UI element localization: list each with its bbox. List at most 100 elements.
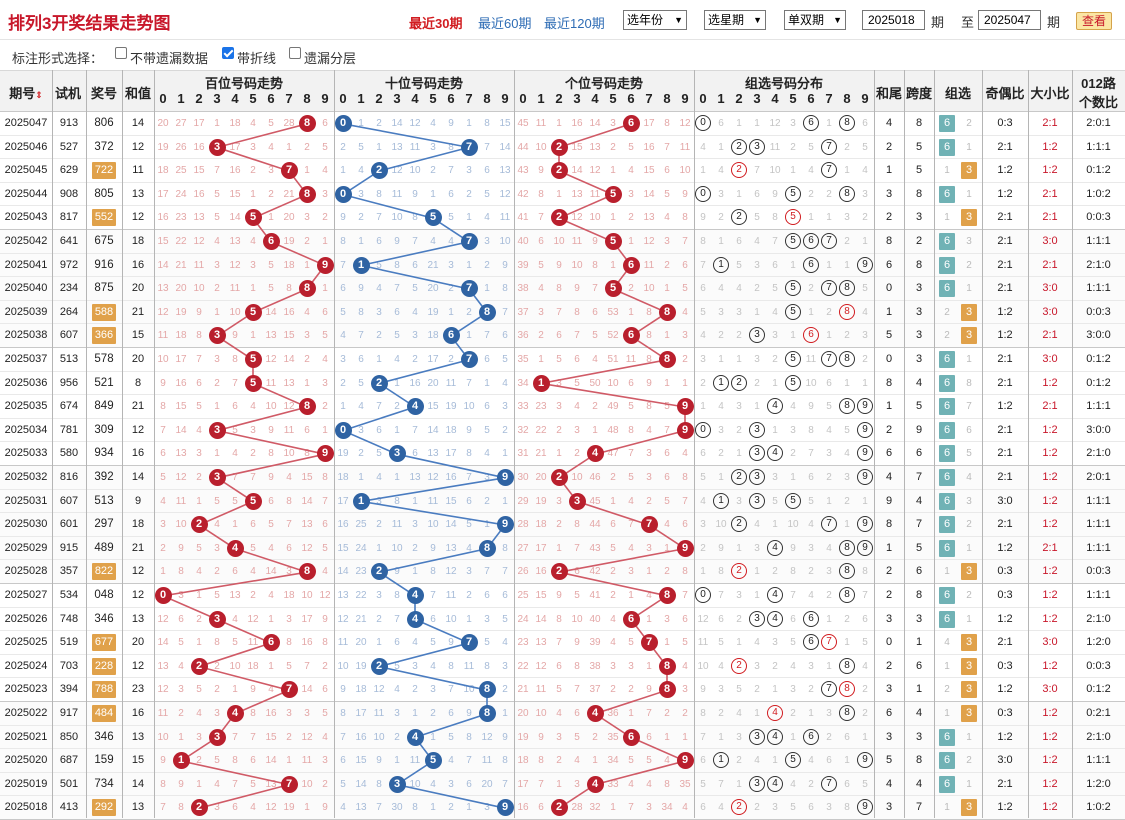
omission-value: 4 xyxy=(430,236,436,247)
winning-digit-ball: 4 xyxy=(406,610,424,628)
group3-mark: 5 xyxy=(966,448,972,460)
route-cell: 1:1:1 xyxy=(1086,400,1111,413)
omission-value: 1 xyxy=(736,637,742,649)
omission-value: 11 xyxy=(535,118,547,129)
group-digit-circle: 7 xyxy=(821,681,837,698)
checkbox-line[interactable] xyxy=(222,47,234,59)
winning-digit-ball: 4 xyxy=(226,539,244,557)
parity-select[interactable]: 单双期 ▼ xyxy=(784,10,846,30)
omission-value: 19 xyxy=(157,141,169,153)
col-issue[interactable]: 期号⇕ xyxy=(0,83,52,102)
issue-cell: 2025022 xyxy=(4,707,48,719)
omission-value: 5 xyxy=(214,755,220,767)
to-issue-input[interactable]: 2025047 xyxy=(978,10,1041,30)
sum-cell: 12 xyxy=(131,589,145,601)
omission-value: 6 xyxy=(466,495,472,507)
link-recent-60[interactable]: 最近60期 xyxy=(478,16,532,31)
winning-digit-ball: 5 xyxy=(424,209,442,227)
group-digit-circle: 2 xyxy=(731,209,747,226)
omission-value: 3 xyxy=(736,495,742,507)
omission-value: 9 xyxy=(340,684,346,696)
link-recent-120[interactable]: 最近120期 xyxy=(544,16,605,31)
group6-mark: 1 xyxy=(944,660,950,672)
winning-digit-ball: 8 xyxy=(478,539,496,557)
span-cell: 8 xyxy=(915,117,923,129)
group6-mark: 6 xyxy=(939,492,955,510)
omission-value: 3 xyxy=(736,401,742,413)
omission-value: 11 xyxy=(193,259,205,271)
tail-cell: 6 xyxy=(885,258,893,271)
checkbox-no-omission[interactable] xyxy=(115,47,127,59)
omission-value: 6 xyxy=(700,755,706,767)
header-digit: 6 xyxy=(807,91,815,106)
omission-value: 2 xyxy=(772,566,778,578)
sort-icon[interactable]: ⇕ xyxy=(35,90,43,100)
table-row: 2025044 908 805 13 17 24 16 5 15 1 2 21 8 3 0 3 8 11 9 1 6 2 5… xyxy=(0,182,1125,207)
omission-value: 2 xyxy=(214,660,220,672)
omission-value: 48 xyxy=(607,424,619,436)
column-divider xyxy=(52,70,53,818)
winning-digit-ball: 8 xyxy=(298,280,316,298)
year-select[interactable]: 选年份 ▼ xyxy=(623,10,687,30)
omission-value: 1 xyxy=(250,283,256,295)
sum-cell: 13 xyxy=(131,187,145,200)
omission-value: 2 xyxy=(808,566,814,578)
omission-value: 29 xyxy=(517,495,529,507)
omission-value: 24 xyxy=(517,613,529,625)
omission-value: 20 xyxy=(535,472,547,483)
header-digit: 7 xyxy=(825,91,833,106)
omission-value: 1 xyxy=(268,212,274,224)
omission-value: 1 xyxy=(700,401,706,413)
query-button[interactable]: 查看 xyxy=(1076,12,1112,30)
omission-value: 4 xyxy=(484,448,490,460)
route-cell: 0:1:2 xyxy=(1086,164,1111,177)
winning-digit-ball: 8 xyxy=(658,303,676,321)
big-small-cell: 2:1 xyxy=(1042,258,1058,271)
winning-digit-ball: 2 xyxy=(550,563,568,581)
span-cell: 8 xyxy=(915,187,923,200)
omission-value: 11 xyxy=(283,424,295,436)
trial-cell: 817 xyxy=(59,211,79,224)
span-cell: 6 xyxy=(915,659,923,672)
omission-value: 21 xyxy=(175,259,187,271)
omission-value: 9 xyxy=(700,212,706,224)
omission-value: 3 xyxy=(628,566,634,578)
omission-value: 5 xyxy=(862,778,868,790)
omission-value: 4 xyxy=(358,401,364,413)
checkbox-layer[interactable] xyxy=(289,47,301,59)
omission-value: 7 xyxy=(484,141,490,153)
group-digit-circle: 2 xyxy=(731,374,747,391)
omission-value: 3 xyxy=(646,542,652,554)
omission-value: 3 xyxy=(502,660,508,672)
group6-mark: 6 xyxy=(939,398,955,416)
omission-value: 8 xyxy=(556,613,562,625)
omission-value: 11 xyxy=(769,141,781,153)
issue-cell: 2025036 xyxy=(4,376,48,389)
omission-value: 16 xyxy=(193,188,205,200)
trial-cell: 629 xyxy=(59,164,79,177)
omission-value: 1 xyxy=(394,755,400,767)
group6-mark: 6 xyxy=(939,185,955,203)
omission-value: 5 xyxy=(250,542,256,554)
omission-value: 12 xyxy=(265,802,277,814)
omission-value: 52 xyxy=(607,330,619,342)
prize-cell: 521 xyxy=(94,376,114,389)
omission-value: 5 xyxy=(376,448,382,460)
col-tail: 和尾 xyxy=(875,86,902,101)
weekday-select[interactable]: 选星期 ▼ xyxy=(704,10,766,30)
group-digit-circle: 8 xyxy=(839,657,855,674)
parity-select-value: 单双期 xyxy=(788,13,825,27)
omission-value: 6 xyxy=(232,802,238,814)
omission-value: 16 xyxy=(355,731,367,743)
omission-value: 3 xyxy=(286,566,292,578)
omission-value: 3 xyxy=(754,542,760,554)
omission-value: 1 xyxy=(826,613,832,625)
omission-value: 18 xyxy=(355,684,367,696)
link-recent-30[interactable]: 最近30期 xyxy=(409,16,463,31)
winning-digit-ball: 9 xyxy=(676,752,694,770)
from-issue-input[interactable]: 2025018 xyxy=(862,10,925,30)
omission-value: 7 xyxy=(376,802,382,814)
header-digit: 3 xyxy=(393,91,401,106)
omission-value: 7 xyxy=(664,424,670,436)
